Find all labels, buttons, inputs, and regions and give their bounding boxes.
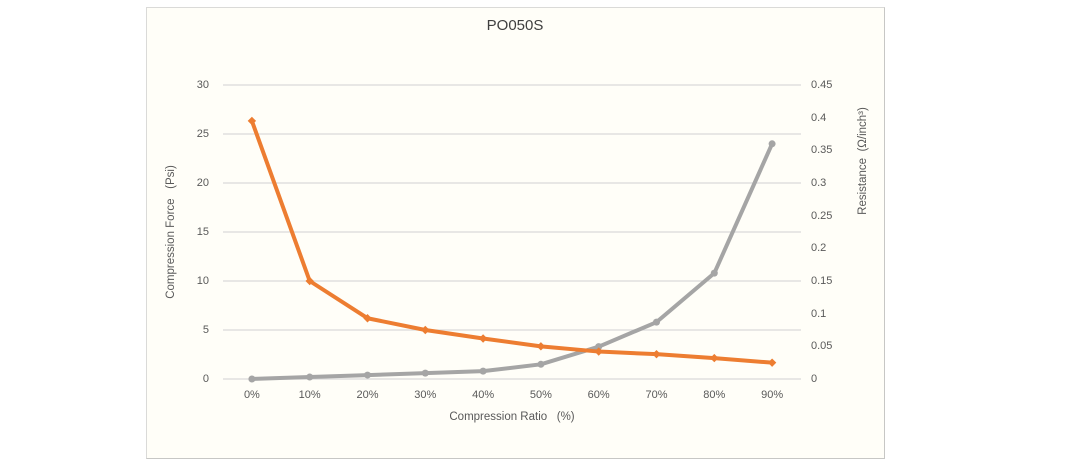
y-left-tick-label: 0 [202,373,209,385]
data-point-marker [421,325,430,335]
data-point-marker [421,369,429,377]
chart-title: PO050S [486,17,544,34]
data-point-marker [478,334,488,343]
chart-container: PO050S Compression Force (Psi) Resistanc… [146,7,885,459]
data-point-marker [247,116,257,126]
x-tick-label: 20% [356,389,379,401]
x-axis-title: Compression Ratio (%) [449,411,575,423]
y-right-tick-label: 0.05 [811,340,833,353]
data-point-marker [710,353,719,363]
series-line-compression-force [249,141,775,381]
y-right-tick-label: 0.15 [811,275,833,287]
x-tick-label: 60% [587,389,610,401]
x-tick-label: 80% [703,389,726,401]
y-right-tick-label: 0.35 [811,144,833,157]
data-point-marker [768,140,776,148]
data-point-marker [306,373,314,381]
data-point-marker [364,371,371,379]
y-left-tick-label: 20 [196,177,209,189]
y-left-tick-label: 30 [196,79,209,91]
y-left-tick-label: 25 [196,128,209,140]
data-point-marker [479,367,487,375]
y-right-tick-label: 0 [811,373,818,385]
x-tick-label: 50% [529,389,552,401]
y-left-tick-label: 10 [196,275,209,287]
data-point-marker [767,358,777,367]
data-point-marker [595,343,603,351]
data-point-marker [653,318,660,326]
y-right-tick-label: 0.1 [811,307,827,320]
y-right-tick-label: 0.3 [811,177,827,189]
y-right-tick-label: 0.25 [811,209,833,222]
series-line-resistance [249,118,775,365]
data-point-marker [305,276,314,286]
x-tick-label: 40% [472,389,495,401]
x-tick-label: 0% [243,389,260,401]
plot-area [223,84,801,383]
y-left-tick-label: 5 [202,324,209,336]
data-point-marker [536,342,546,351]
x-tick-label: 70% [645,389,668,401]
x-tick-label: 30% [414,389,437,401]
y-left-tick-label: 15 [196,226,209,238]
y-right-tick-label: 0.45 [811,79,833,91]
y-right-tick-label: 0.2 [811,242,827,255]
data-point-marker [710,269,718,277]
x-tick-label: 90% [761,389,784,401]
right-axis-title: Resistance (Ω/inch³) [857,107,869,215]
y-right-tick-label: 0.4 [811,111,827,124]
data-point-marker [652,349,661,359]
data-point-marker [363,314,372,323]
x-tick-label: 10% [298,389,321,401]
data-point-marker [248,375,256,383]
data-point-marker [537,360,545,368]
